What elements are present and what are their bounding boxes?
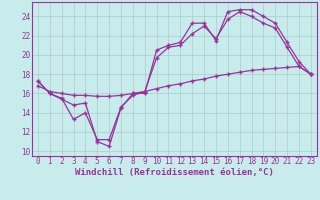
X-axis label: Windchill (Refroidissement éolien,°C): Windchill (Refroidissement éolien,°C) xyxy=(75,168,274,177)
